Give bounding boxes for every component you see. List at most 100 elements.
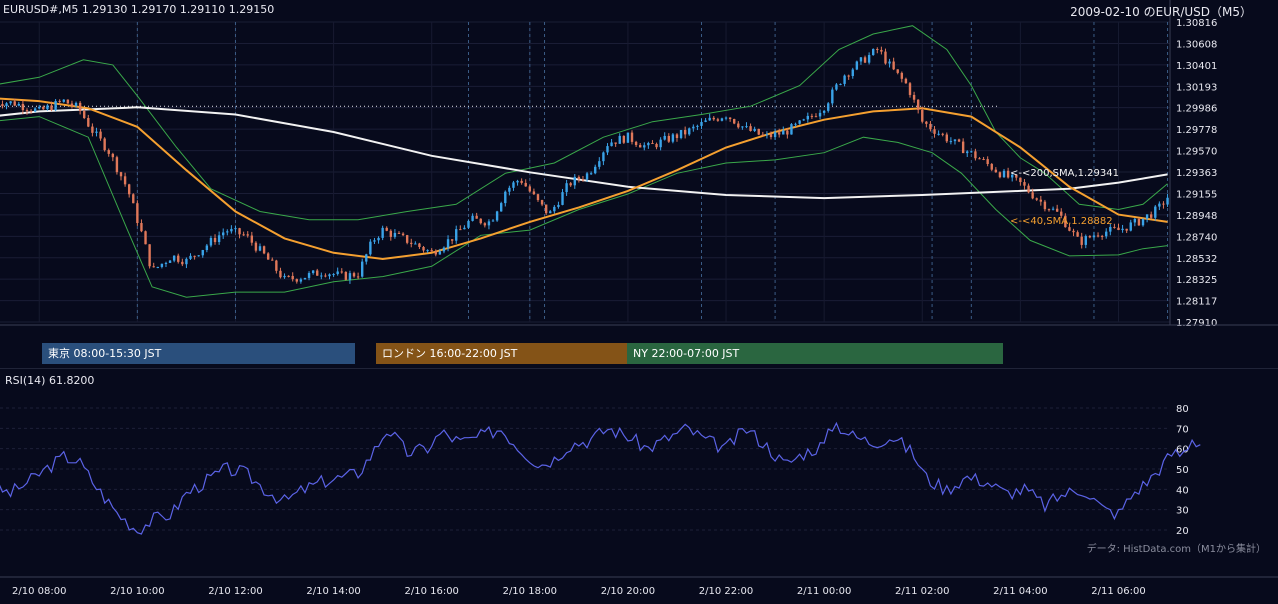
candle-body [998, 172, 1002, 178]
candle-body [659, 139, 662, 148]
candle-body [33, 108, 37, 112]
candle-body [855, 61, 859, 70]
candle-body [172, 255, 176, 261]
candle-body [1154, 206, 1157, 218]
rsi-chart[interactable]: 80 70 60 50 40 30 20 2/10 08:00 2/10 10:00 2/10 1… [0, 367, 1278, 600]
candle-body [622, 135, 626, 143]
candle-body [140, 223, 143, 232]
candle-body [291, 275, 294, 280]
candle-body [348, 273, 352, 280]
candle-body [867, 55, 871, 63]
candle-body [790, 124, 793, 135]
candle-body [177, 255, 180, 262]
price-chart[interactable]: 1.30816 1.30608 1.30401 1.30193 1.29986 1.297… [0, 0, 1278, 341]
candle-body [181, 261, 184, 265]
candle-body [21, 103, 25, 111]
session-ny: NY 22:00-07:00 JST [627, 343, 1003, 364]
price-y-tick: 1.30401 [1176, 61, 1217, 72]
candle-body [332, 274, 335, 276]
candle-body [463, 227, 466, 230]
candle-body [966, 151, 969, 154]
candle-body [50, 105, 53, 111]
candle-body [912, 94, 916, 100]
candle-body [1023, 182, 1026, 186]
candle-body [467, 220, 470, 228]
price-chart-panel[interactable]: 1.30816 1.30608 1.30401 1.30193 1.29986 1.297… [0, 0, 1278, 341]
candle-body [810, 115, 814, 117]
candle-body [344, 272, 348, 280]
candle-body [148, 244, 151, 267]
candle-body [242, 234, 245, 236]
candle-body [156, 266, 159, 268]
candle-body [279, 270, 282, 278]
candle-body [1149, 214, 1153, 218]
candle-body [745, 126, 748, 128]
rsi-panel[interactable]: 80 70 60 50 40 30 20 2/10 08:00 2/10 10:00 2/10 1… [0, 367, 1278, 600]
candle-body [957, 139, 961, 142]
candle-body [872, 48, 875, 56]
candle-body [287, 275, 290, 277]
candle-body [336, 271, 339, 275]
candle-body [1076, 232, 1079, 237]
candle-body [127, 184, 131, 195]
candle-body [311, 270, 315, 274]
candle-body [459, 229, 462, 231]
candle-body [598, 161, 601, 167]
chart-title: 2009-02-10 のEUR/USD（M5） [1070, 5, 1252, 19]
candle-body [405, 235, 409, 243]
candle-body [9, 101, 12, 104]
candle-body [528, 186, 532, 192]
price-y-tick: 1.30816 [1176, 18, 1217, 29]
candle-body [17, 103, 21, 106]
candle-body [908, 83, 912, 95]
candle-body [941, 133, 944, 135]
candle-body [91, 126, 94, 133]
candle-body [29, 110, 33, 112]
candle-body [504, 191, 507, 204]
candle-body [851, 69, 854, 77]
candle-body [831, 89, 834, 104]
price-y-tick: 1.28325 [1176, 275, 1217, 286]
bollinger-upper-line [0, 25, 1168, 221]
candle-body [916, 99, 920, 110]
session-london: ロンドン 16:00-22:00 JST [376, 343, 627, 364]
candle-body [275, 260, 278, 271]
candle-body [925, 121, 928, 124]
symbol-info: EURUSD#,M5 1.29130 1.29170 1.29110 1.291… [3, 3, 275, 16]
candle-body [13, 101, 16, 106]
candle-body [189, 255, 192, 259]
candle-body [430, 250, 433, 252]
candle-body [651, 143, 654, 145]
candle-body [863, 57, 867, 63]
candle-body [397, 232, 401, 234]
candle-body [99, 131, 102, 139]
candle-body [152, 266, 155, 268]
candle-body [42, 106, 45, 110]
candle-body [843, 75, 846, 84]
candle-body [888, 61, 891, 64]
candle-body [786, 130, 789, 135]
candle-body [356, 276, 360, 278]
rsi-y-tick: 20 [1176, 526, 1189, 537]
candle-body [839, 83, 842, 85]
rsi-line [0, 421, 1201, 535]
candle-body [295, 279, 298, 282]
candle-body [982, 159, 985, 161]
candle-body [483, 223, 487, 226]
candle-body [536, 194, 540, 201]
candle-body [544, 204, 548, 214]
candle-body [160, 263, 164, 267]
candle-body [352, 273, 356, 277]
candle-body [266, 253, 270, 260]
candle-body [814, 116, 818, 118]
candle-body [974, 151, 977, 159]
candle-body [1092, 235, 1096, 238]
candle-body [602, 152, 605, 162]
candle-body [385, 227, 388, 231]
candle-body [573, 176, 576, 186]
candle-body [283, 275, 286, 278]
candle-body [1060, 211, 1063, 216]
candle-body [95, 131, 98, 133]
candle-body [782, 130, 785, 135]
candle-body [753, 128, 756, 132]
